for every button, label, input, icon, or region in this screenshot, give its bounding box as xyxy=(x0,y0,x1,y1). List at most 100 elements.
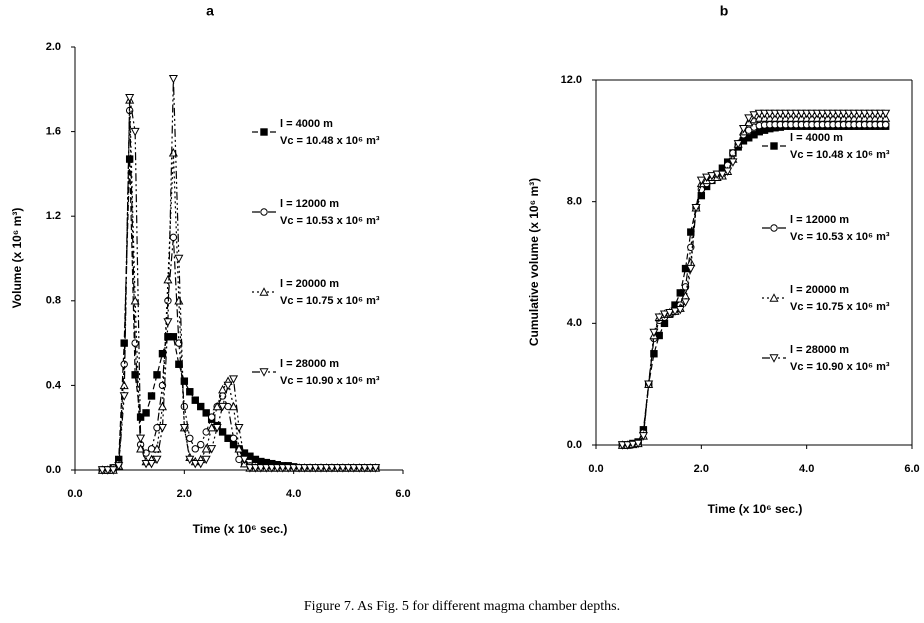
marker xyxy=(196,459,206,469)
marker xyxy=(875,109,885,119)
marker xyxy=(147,392,156,400)
marker xyxy=(327,464,337,473)
marker xyxy=(691,204,701,213)
marker xyxy=(256,464,266,473)
marker xyxy=(775,109,785,119)
marker xyxy=(267,464,277,473)
marker xyxy=(239,455,250,465)
marker xyxy=(354,464,364,473)
marker xyxy=(881,121,890,129)
marker xyxy=(103,466,113,475)
marker xyxy=(316,464,326,473)
marker xyxy=(650,350,658,358)
marker xyxy=(686,264,696,274)
marker xyxy=(130,296,140,305)
legend-volume: Vc = 10.48 x 10⁶ m³ xyxy=(280,135,380,147)
marker xyxy=(786,109,796,119)
marker xyxy=(881,109,891,119)
marker xyxy=(152,444,162,453)
y-tick-label: 8.0 xyxy=(567,196,582,208)
marker xyxy=(707,172,717,181)
marker xyxy=(207,445,217,454)
y-tick-label: 4.0 xyxy=(567,317,582,329)
marker xyxy=(860,109,870,119)
marker xyxy=(812,109,822,119)
marker xyxy=(870,109,880,119)
marker xyxy=(365,464,375,473)
chart-title: a xyxy=(206,3,214,19)
legend-volume: Vc = 10.75 x 10⁶ m³ xyxy=(280,295,380,307)
series-line xyxy=(622,117,886,446)
marker xyxy=(141,459,151,469)
marker xyxy=(250,464,260,473)
marker xyxy=(97,466,107,475)
x-tick-label: 2.0 xyxy=(694,463,709,475)
marker xyxy=(854,109,864,119)
marker xyxy=(163,318,173,327)
marker xyxy=(770,109,780,119)
marker xyxy=(114,462,124,471)
marker xyxy=(190,459,200,469)
marker xyxy=(168,75,178,84)
marker xyxy=(305,464,315,473)
legend-marker xyxy=(769,354,779,363)
legend-volume: Vc = 10.48 x 10⁶ m³ xyxy=(790,149,890,161)
y-tick-label: 12.0 xyxy=(561,74,582,86)
marker xyxy=(108,466,118,475)
marker xyxy=(360,464,370,473)
marker xyxy=(849,109,859,119)
marker xyxy=(807,109,817,119)
legend-marker xyxy=(259,287,269,296)
marker xyxy=(125,155,134,163)
marker xyxy=(212,424,222,433)
x-tick-label: 0.0 xyxy=(588,463,603,475)
x-tick-label: 6.0 xyxy=(904,463,919,475)
y-tick-label: 1.2 xyxy=(46,210,61,222)
marker xyxy=(828,109,838,119)
marker xyxy=(142,409,150,417)
legend-marker xyxy=(259,368,269,377)
y-tick-label: 0.0 xyxy=(46,464,61,476)
legend-marker xyxy=(770,142,778,150)
marker xyxy=(245,464,255,473)
legend-marker xyxy=(260,128,268,136)
y-tick-label: 2.0 xyxy=(46,41,61,53)
marker xyxy=(791,109,801,119)
marker xyxy=(283,464,293,473)
marker xyxy=(234,424,244,433)
legend-volume: Vc = 10.90 x 10⁶ m³ xyxy=(280,375,380,387)
x-tick-label: 4.0 xyxy=(286,488,301,500)
legend-marker xyxy=(260,208,268,216)
marker xyxy=(728,158,738,167)
marker xyxy=(371,464,381,473)
chart-title: b xyxy=(720,3,729,19)
marker xyxy=(169,233,178,242)
legend-label: l = 28000 m xyxy=(280,358,339,370)
x-tick-label: 6.0 xyxy=(395,488,410,500)
marker xyxy=(310,464,321,473)
marker xyxy=(744,114,754,123)
legend-label: l = 28000 m xyxy=(790,344,849,356)
marker xyxy=(300,464,310,473)
marker xyxy=(136,434,146,444)
legend-label: l = 4000 m xyxy=(280,118,333,130)
marker xyxy=(229,434,238,442)
marker xyxy=(119,392,129,401)
legend-label: l = 12000 m xyxy=(790,214,849,226)
caption: Figure 7. As Fig. 5 for different magma … xyxy=(304,599,620,614)
series-line xyxy=(622,112,886,446)
marker xyxy=(696,176,706,186)
marker xyxy=(680,298,691,307)
marker xyxy=(823,109,833,119)
marker xyxy=(349,464,359,473)
marker xyxy=(125,94,135,103)
legend-volume: Vc = 10.53 x 10⁶ m³ xyxy=(280,215,380,227)
x-axis-label: Time (x 10⁶ sec.) xyxy=(193,522,288,536)
marker xyxy=(201,444,211,453)
marker xyxy=(158,381,167,390)
marker xyxy=(644,380,654,389)
marker xyxy=(180,402,189,411)
marker xyxy=(197,402,205,411)
marker xyxy=(207,422,217,432)
